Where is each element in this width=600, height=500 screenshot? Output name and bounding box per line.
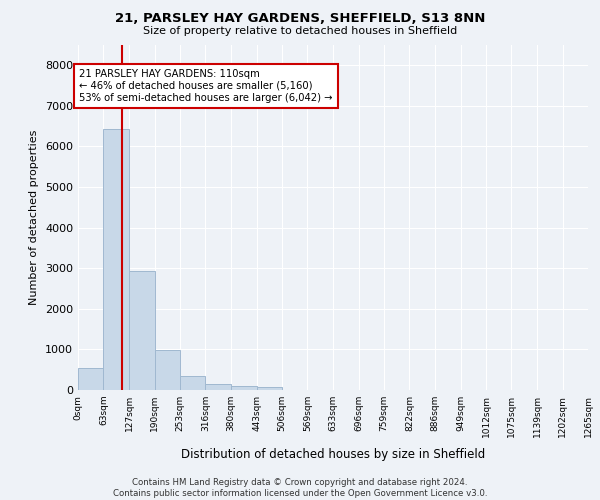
Bar (103, 130, 129, 390)
Bar (205, 384, 231, 390)
Text: Contains HM Land Registry data © Crown copyright and database right 2024.
Contai: Contains HM Land Registry data © Crown c… (113, 478, 487, 498)
Bar (78, 368, 103, 390)
Y-axis label: Number of detached properties: Number of detached properties (29, 130, 40, 305)
Bar (129, 270, 155, 390)
Text: 21 PARSLEY HAY GARDENS: 110sqm
← 46% of detached houses are smaller (5,160)
53% : 21 PARSLEY HAY GARDENS: 110sqm ← 46% of … (79, 70, 333, 102)
Bar (155, 350, 180, 390)
Bar (180, 376, 205, 390)
Text: Size of property relative to detached houses in Sheffield: Size of property relative to detached ho… (143, 26, 457, 36)
X-axis label: Distribution of detached houses by size in Sheffield: Distribution of detached houses by size … (181, 448, 485, 461)
Text: 21, PARSLEY HAY GARDENS, SHEFFIELD, S13 8NN: 21, PARSLEY HAY GARDENS, SHEFFIELD, S13 … (115, 12, 485, 26)
Bar (257, 387, 282, 390)
Bar (231, 386, 257, 390)
